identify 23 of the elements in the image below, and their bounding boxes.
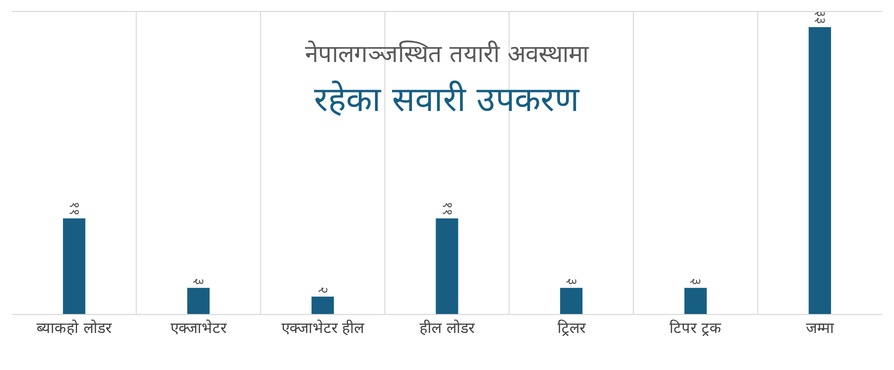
data-label: ११ <box>66 201 82 216</box>
bar <box>684 288 707 314</box>
data-label: ३ <box>190 278 206 285</box>
data-label: २ <box>314 286 331 294</box>
bar <box>436 218 458 314</box>
bar <box>187 288 210 314</box>
x-tick-label: एक्जाभेटर <box>170 319 228 337</box>
bar <box>560 288 582 314</box>
text: नेपालगञ्जस्थित तयारी अवस्थामा <box>305 40 590 68</box>
x-tick-label: एक्जाभेटर हील <box>281 319 366 337</box>
x-tick-label: टिपर ट्रक <box>670 319 722 337</box>
bar <box>312 296 334 314</box>
x-tick-label: जम्मा <box>806 319 835 337</box>
x-tick-label: ट्रिलर <box>557 319 586 337</box>
data-label: ३ <box>688 278 704 285</box>
bar <box>808 27 832 314</box>
data-label: ११ <box>439 201 455 216</box>
data-label: ३ <box>563 278 580 285</box>
text: रहेका सवारी उपकरण <box>314 80 581 120</box>
x-tick-label: हील लोडर <box>420 319 476 337</box>
bar <box>62 218 86 314</box>
x-tick-label: ब्याकहो लोडर <box>36 319 113 337</box>
data-label: ३३ <box>812 10 828 24</box>
